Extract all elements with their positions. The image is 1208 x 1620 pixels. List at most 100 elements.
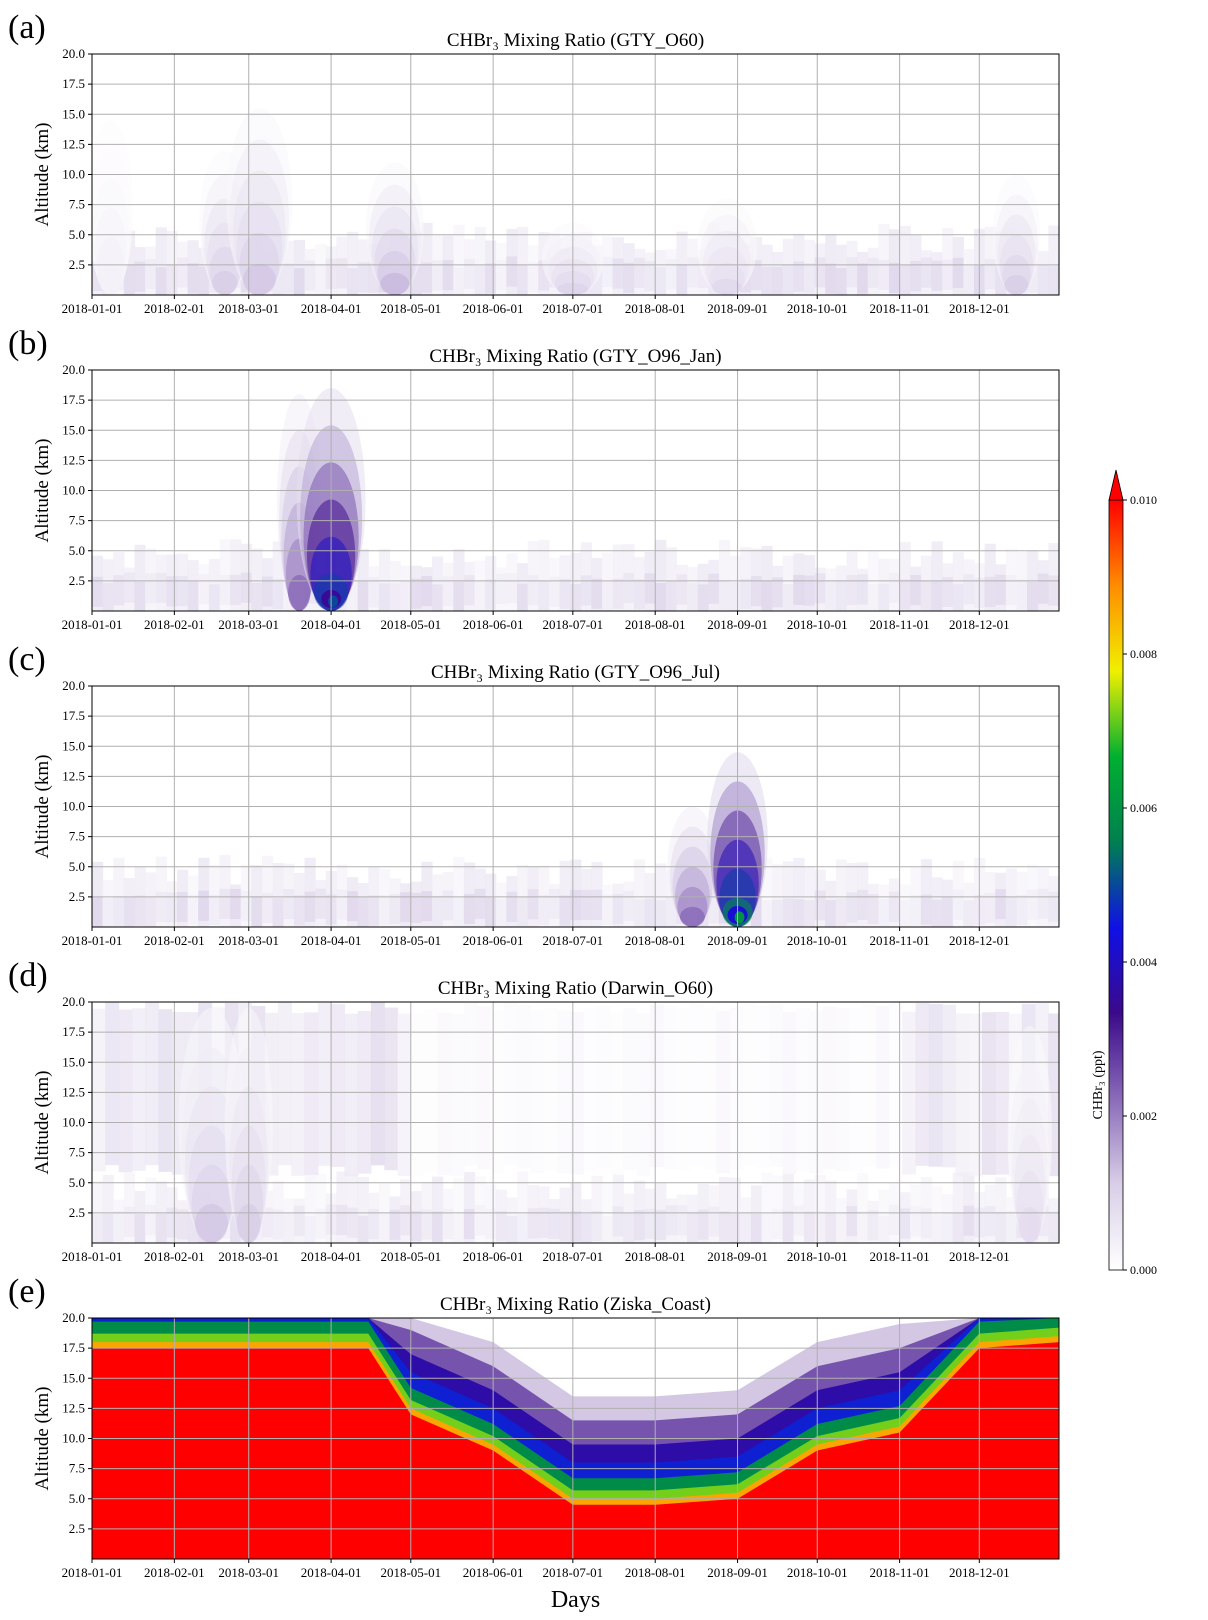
band-core (410, 892, 423, 923)
band-core (272, 1209, 284, 1240)
band-core (485, 897, 497, 927)
upper-cell (397, 1013, 412, 1177)
band-core (623, 1212, 635, 1243)
upper-cell (370, 1002, 385, 1166)
y-tick-label: 17.5 (62, 1024, 85, 1039)
band-core (400, 1205, 412, 1236)
band-core (474, 888, 486, 919)
band-core (867, 1210, 879, 1241)
x-tick-label: 2018-01-01 (62, 1249, 123, 1264)
band-core (315, 265, 327, 295)
mixing-ratio-field (92, 686, 1059, 927)
band-core (485, 579, 497, 610)
upper-cell (981, 1012, 996, 1175)
band-cell (293, 239, 306, 295)
band-core (219, 888, 231, 919)
upper-cell (596, 1005, 611, 1169)
band-core (187, 263, 199, 294)
band-core (803, 575, 816, 606)
panel-title: CHBr₃ Mixing Ratio (Darwin_O60) (438, 978, 713, 999)
band-core (963, 574, 975, 605)
band-core (262, 576, 274, 607)
band-core (846, 257, 858, 288)
band-core (1037, 1206, 1049, 1237)
upper-cell (424, 1008, 438, 1172)
band-core (102, 1214, 114, 1243)
band-core (177, 257, 189, 288)
band-core (612, 893, 624, 925)
band-cell (155, 1181, 167, 1243)
band-cell (92, 1181, 104, 1243)
band-core (846, 1206, 858, 1237)
band-core (240, 891, 252, 922)
band-cell (517, 864, 529, 927)
band-core (665, 580, 678, 611)
band-core (633, 899, 646, 927)
band-core (166, 1207, 178, 1238)
band-core (177, 1209, 189, 1240)
plume-layer (1004, 274, 1029, 295)
band-core (134, 1214, 146, 1243)
band-core (453, 581, 465, 611)
plume-layer (679, 906, 705, 927)
band-core (230, 574, 242, 606)
upper-cell (517, 1004, 531, 1168)
band-core (857, 1211, 869, 1242)
band-core (963, 1205, 975, 1236)
band-core (963, 265, 975, 295)
band-cell (761, 858, 773, 927)
upper-cell (317, 1003, 332, 1166)
band-core (814, 1211, 826, 1242)
band-core (123, 897, 136, 927)
y-tick-label: 5.0 (69, 227, 85, 242)
upper-cell (835, 1008, 850, 1171)
y-tick-label: 15.0 (62, 106, 85, 121)
band-core (803, 900, 816, 927)
band-core (389, 894, 401, 925)
upper-cell (384, 1007, 399, 1171)
band-core (952, 257, 964, 288)
band-cell (835, 859, 848, 927)
band-core (134, 895, 146, 926)
x-tick-label: 2018-11-01 (870, 933, 930, 948)
band-cell (793, 857, 805, 927)
band-cell (952, 1172, 964, 1243)
x-tick-label: 2018-09-01 (707, 933, 768, 948)
band-core (729, 582, 741, 611)
band-cell (570, 552, 582, 611)
band-core (538, 894, 550, 925)
band-core (623, 890, 635, 921)
band-core (123, 572, 136, 603)
x-tick-label: 2018-01-01 (62, 301, 123, 316)
band-core (485, 1208, 497, 1239)
band-core (1048, 1211, 1059, 1242)
band-core (580, 889, 593, 920)
x-tick-label: 2018-07-01 (543, 1565, 604, 1580)
band-core (357, 897, 369, 927)
band-core (410, 265, 423, 295)
band-core (517, 583, 529, 611)
band-core (888, 891, 901, 922)
band-core (187, 581, 199, 611)
colorbar: 0.000 0.002 0.004 0.006 0.008 0.010 CHBr₃ (ppt… (1091, 469, 1157, 1277)
band-core (740, 1212, 752, 1243)
band-core (1037, 573, 1049, 604)
band-core (336, 1204, 348, 1236)
band-core (538, 1207, 550, 1238)
upper-cell (477, 1006, 492, 1170)
band-core (166, 576, 178, 607)
band-core (1048, 891, 1059, 922)
upper-cell (331, 1004, 345, 1167)
x-tick-label: 2018-01-01 (62, 1565, 123, 1580)
chart-panel-c: 2018-01-01 2018-02-01 2018-03-01 2018-04-01… (8, 641, 1060, 948)
band-core (336, 258, 348, 289)
band-core (368, 1209, 380, 1240)
band-core (633, 257, 646, 288)
band-core (145, 897, 157, 927)
band-core (251, 582, 263, 611)
band-cell (899, 542, 911, 611)
band-cell (655, 539, 667, 611)
y-tick-label: 15.0 (62, 422, 85, 437)
upper-cell (955, 1013, 970, 1177)
band-core (857, 889, 869, 920)
